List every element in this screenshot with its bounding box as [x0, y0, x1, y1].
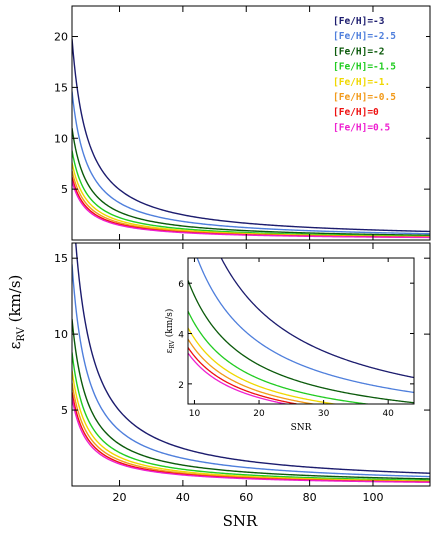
bottom-panel: 5 10 15 20 40 60 80 100 [54, 242, 431, 504]
inset-x-axis-title: SNR [291, 423, 312, 433]
top-series-line-0 [72, 38, 430, 233]
inset-y-axis-unit: (km/s) [164, 309, 175, 341]
inset-series-line-7 [188, 352, 290, 404]
inset-ytick-label: 6 [178, 280, 184, 290]
top-series-lines [72, 38, 430, 239]
inset-ytick-label: 4 [178, 331, 184, 341]
top-series-line-2 [72, 127, 430, 236]
bottom-ytick-label: 5 [61, 404, 68, 417]
inset-xtick-label: 10 [189, 409, 201, 419]
inset-xtick-label: 20 [253, 409, 265, 419]
bottom-xtick-label: 40 [176, 491, 190, 504]
inset-frame [187, 257, 415, 405]
top-ytick-label: 15 [54, 81, 68, 94]
x-axis-title: SNR [223, 512, 258, 530]
y-axis-subscript: RV [16, 326, 27, 341]
inset-background [188, 258, 414, 404]
legend-entry-2: [Fe/H]=-2 [333, 46, 384, 57]
inset-series-line-1 [196, 258, 414, 394]
bottom-xtick-label: 20 [113, 491, 127, 504]
inset-series-line-3 [188, 310, 372, 404]
y-axis-title: εRV (km/s) [6, 275, 27, 350]
inset-xtick-label: 40 [382, 409, 394, 419]
top-panel: 5 10 15 20 [54, 5, 431, 241]
inset-panel: 2 4 6 10 20 30 40 SNR εRV (km/s) [164, 257, 415, 433]
inset-xtick-label: 30 [318, 409, 330, 419]
legend-entry-7: [Fe/H]=0.5 [333, 122, 390, 133]
inset-series-lines [188, 258, 414, 404]
legend-entry-4: [Fe/H]=-1. [333, 77, 390, 88]
legend-entry-1: [Fe/H]=-2.5 [333, 31, 396, 42]
bottom-ytick-label: 10 [54, 328, 68, 341]
top-series-line-1 [72, 91, 430, 235]
y-axis-symbol: ε [6, 341, 24, 349]
legend-entry-0: [Fe/H]=-3 [333, 16, 385, 27]
bottom-frame [71, 242, 431, 487]
top-frame [71, 5, 431, 241]
inset-ytick-label: 2 [178, 381, 184, 391]
legend-entry-3: [Fe/H]=-1.5 [333, 62, 396, 73]
bottom-xtick-label: 60 [239, 491, 253, 504]
top-ytick-label: 10 [54, 132, 68, 145]
inset-series-line-4 [188, 327, 339, 404]
inset-series-line-2 [188, 280, 414, 404]
top-ytick-label: 20 [54, 31, 68, 44]
legend-entry-5: [Fe/H]=-0.5 [333, 92, 396, 103]
bottom-series-line-3 [72, 352, 430, 482]
inset-y-axis-symbol: ε [165, 348, 175, 353]
bottom-xtick-label: 100 [362, 491, 383, 504]
inset-y-axis-subscript: RV [169, 339, 176, 348]
inset-series-line-6 [188, 347, 301, 404]
legend: [Fe/H]=-3 [Fe/H]=-2.5 [Fe/H]=-2 [Fe/H]=-1.5… [330, 12, 426, 140]
legend-background [330, 12, 426, 140]
top-ytick-label: 5 [61, 183, 68, 196]
inset-y-axis-title: εRV (km/s) [164, 309, 176, 354]
legend-entry-6: [Fe/H]=0 [333, 107, 379, 118]
inset-series-line-5 [188, 338, 317, 404]
bottom-ytick-label: 15 [54, 252, 68, 265]
bottom-series-line-2 [72, 318, 430, 480]
bottom-series-lines [72, 243, 430, 483]
inset-series-line-0 [220, 258, 414, 379]
bottom-xtick-label: 80 [303, 491, 317, 504]
bottom-series-line-1 [72, 264, 430, 478]
bottom-series-line-7 [72, 397, 430, 483]
top-series-line-7 [72, 180, 430, 239]
y-axis-unit: (km/s) [6, 275, 24, 328]
bottom-series-line-0 [75, 243, 430, 474]
